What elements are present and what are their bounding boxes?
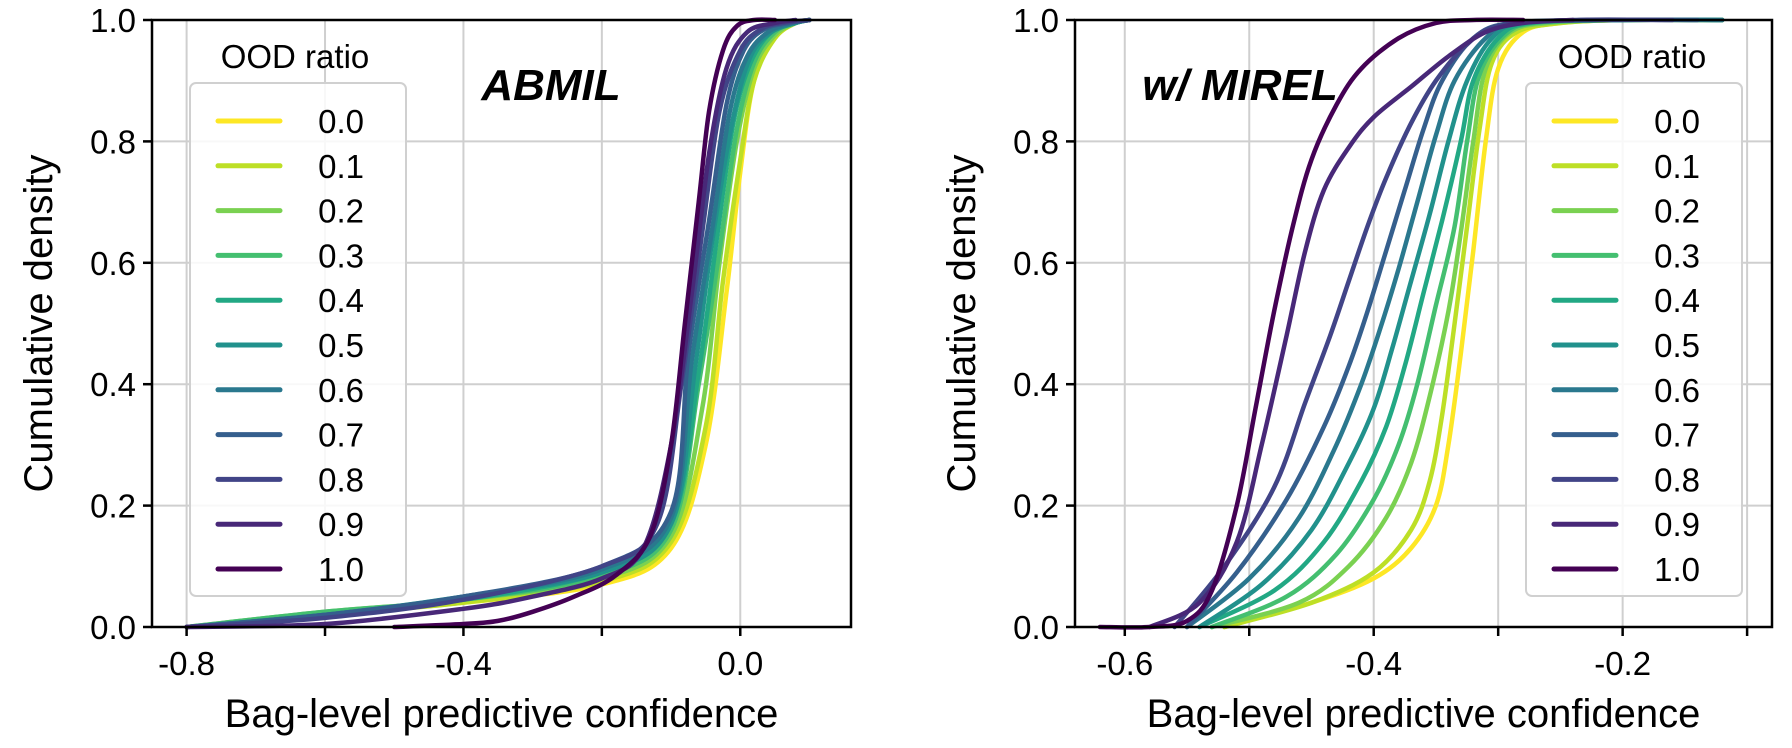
legend-label: 0.2 [318,193,364,230]
series-group [184,17,812,630]
x-axis-label: Bag-level predictive confidence [225,692,779,736]
panel-title: w/ MIREL [1142,61,1338,110]
legend-label: 0.5 [1654,327,1700,364]
legend-label: 0.0 [318,103,364,140]
legend-label: 1.0 [318,551,364,588]
legend-label: 0.7 [318,417,364,454]
legend-label: 0.9 [1654,506,1700,543]
legend-label: 0.6 [318,372,364,409]
y-tick-label: 0.4 [90,366,136,403]
axes-frame [150,18,853,629]
y-tick-label: 0.2 [1013,488,1059,525]
legend-label: 0.6 [1654,372,1700,409]
legend-label: 0.1 [1654,148,1700,185]
legend-title: OOD ratio [221,38,370,75]
legend-label: 0.4 [1654,282,1700,319]
y-tick-label: 0.4 [1013,366,1059,403]
legend-title: OOD ratio [1558,38,1707,75]
legend-label: 0.7 [1654,417,1700,454]
legend-label: 0.3 [318,237,364,274]
y-tick-label: 0.0 [1013,609,1059,646]
series-line-1.0 [1097,17,1526,630]
y-tick-label: 0.8 [1013,123,1059,160]
x-tick-label: -0.8 [158,645,215,682]
panel-title: ABMIL [480,61,620,110]
y-tick-label: 0.0 [90,609,136,646]
y-tick-label: 1.0 [90,2,136,39]
legend-box [1525,82,1743,597]
x-tick-label: 0.0 [717,645,763,682]
legend-label: 1.0 [1654,551,1700,588]
legend: OOD ratio 0.0 0.1 0.2 0.3 0.4 0.5 0.6 0.7 0.8 0.9 1… [189,38,407,597]
y-axis-label: Cumulative density [17,155,61,493]
series-group [1097,17,1725,630]
legend-label: 0.8 [318,461,364,498]
y-tick-label: 0.2 [90,488,136,525]
legend: OOD ratio 0.0 0.1 0.2 0.3 0.4 0.5 0.6 0.7 0.8 0.9 1… [1525,38,1743,597]
panel-left: -0.8 -0.4 0.0 0.0 0.2 0.4 0.6 0.8 1.0 Bag-level p… [17,2,853,736]
legend-label: 0.3 [1654,237,1700,274]
legend-label: 0.1 [318,148,364,185]
y-axis-label: Cumulative density [940,155,984,493]
legend-label: 0.4 [318,282,364,319]
x-tick-label: -0.4 [435,645,492,682]
series-line-0.9 [1147,17,1576,630]
axes-frame [1073,18,1774,629]
x-tick-label: -0.6 [1096,645,1153,682]
legend-label: 0.5 [318,327,364,364]
y-tick-label: 0.6 [90,245,136,282]
legend-box [189,82,407,597]
y-tick-label: 0.6 [1013,245,1059,282]
x-tick-label: -0.4 [1345,645,1402,682]
legend-label: 0.2 [1654,193,1700,230]
x-axis-label: Bag-level predictive confidence [1147,692,1701,736]
x-tick-label: -0.2 [1594,645,1651,682]
panel-right: -0.6 -0.4 -0.2 0.0 0.2 0.4 0.6 0.8 1.0 Bag-level … [940,2,1774,736]
y-tick-label: 1.0 [1013,2,1059,39]
legend-label: 0.9 [318,506,364,543]
y-tick-label: 0.8 [90,123,136,160]
legend-label: 0.0 [1654,103,1700,140]
legend-label: 0.8 [1654,461,1700,498]
series-line-1.0 [391,17,778,630]
